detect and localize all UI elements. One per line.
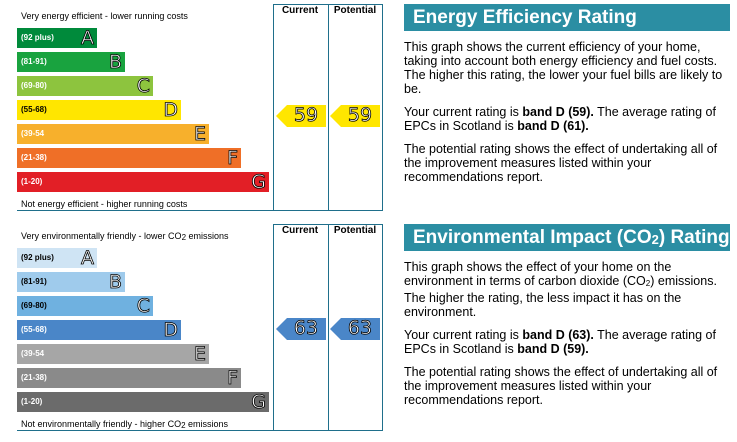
band-c: (69-80) C	[17, 295, 153, 318]
band-letter: C	[136, 295, 150, 318]
potential-rating-arrow: 63	[330, 317, 380, 340]
band-letter: B	[108, 271, 123, 294]
energy-efficiency-panel: Energy Efficiency Rating This graph show…	[404, 4, 730, 184]
potential-column-header: Potential	[333, 5, 377, 16]
environmental-impact-chart: Current Potential Very environmentally f…	[17, 224, 383, 431]
band-range: (92 plus)	[21, 253, 54, 262]
band-letter: G	[251, 171, 267, 194]
band-range: (39-54	[21, 129, 45, 138]
band-range: (1-20)	[21, 177, 43, 186]
current-rating-arrow: 63	[276, 317, 326, 340]
band-letter: G	[251, 391, 267, 414]
current-rating-arrow: 59	[276, 104, 326, 127]
panel-rating-text: Your current rating is band D (63). The …	[404, 328, 716, 356]
panel-title: Energy Efficiency Rating	[404, 4, 730, 31]
current-column-header: Current	[281, 225, 319, 236]
band-d: (55-68) D	[17, 99, 181, 122]
band-d: (55-68) D	[17, 319, 181, 342]
band-e: (39-54 E	[17, 343, 209, 366]
panel-title: Environmental Impact (CO2) Rating	[404, 224, 730, 251]
bottom-caption: Not energy efficient - higher running co…	[21, 199, 188, 209]
band-a: (92 plus) A	[17, 247, 97, 270]
band-range: (21-38)	[21, 373, 47, 382]
potential-rating-value: 63	[347, 317, 373, 340]
current-rating-value: 59	[293, 104, 319, 127]
current-column-header: Current	[281, 5, 319, 16]
top-caption: Very energy efficient - lower running co…	[21, 11, 188, 21]
environmental-impact-panel: Environmental Impact (CO2) Rating This g…	[404, 224, 730, 407]
panel-potential-text: The potential rating shows the effect of…	[404, 365, 718, 407]
band-letter: A	[81, 27, 95, 50]
potential-rating-arrow: 59	[330, 104, 380, 127]
band-letter: D	[163, 319, 178, 342]
band-c: (69-80) C	[17, 75, 153, 98]
band-g: (1-20) G	[17, 171, 269, 194]
panel-description: This graph shows the current efficiency …	[404, 40, 723, 96]
band-b: (81-91) B	[17, 271, 125, 294]
band-letter: E	[193, 343, 207, 366]
band-letter: F	[227, 147, 239, 170]
panel-potential-text: The potential rating shows the effect of…	[404, 142, 718, 184]
band-range: (55-68)	[21, 105, 47, 114]
band-letter: E	[193, 123, 207, 146]
band-range: (1-20)	[21, 397, 43, 406]
band-range: (92 plus)	[21, 33, 54, 42]
potential-column-header: Potential	[333, 225, 377, 236]
band-letter: F	[227, 367, 239, 390]
energy-rating-chart: Current Potential Very energy efficient …	[17, 4, 383, 211]
band-letter: C	[136, 75, 150, 98]
band-range: (69-80)	[21, 301, 47, 310]
current-rating-value: 63	[293, 317, 319, 340]
band-f: (21-38) F	[17, 367, 241, 390]
panel-rating-text: Your current rating is band D (59). The …	[404, 105, 716, 133]
band-range: (81-91)	[21, 57, 47, 66]
band-a: (92 plus) A	[17, 27, 97, 50]
band-range: (81-91)	[21, 277, 47, 286]
band-b: (81-91) B	[17, 51, 125, 74]
band-range: (39-54	[21, 349, 45, 358]
band-range: (55-68)	[21, 325, 47, 334]
band-letter: A	[81, 247, 95, 270]
chart-frame	[17, 224, 383, 431]
chart-frame	[17, 4, 383, 211]
band-f: (21-38) F	[17, 147, 241, 170]
top-caption: Very environmentally friendly - lower CO…	[21, 231, 229, 242]
panel-description: This graph shows the effect of your home…	[404, 260, 717, 319]
band-letter: D	[163, 99, 178, 122]
band-letter: B	[108, 51, 123, 74]
band-range: (69-80)	[21, 81, 47, 90]
bottom-caption: Not environmentally friendly - higher CO…	[21, 419, 229, 430]
potential-rating-value: 59	[347, 104, 373, 127]
band-range: (21-38)	[21, 153, 47, 162]
band-e: (39-54 E	[17, 123, 209, 146]
band-g: (1-20) G	[17, 391, 269, 414]
